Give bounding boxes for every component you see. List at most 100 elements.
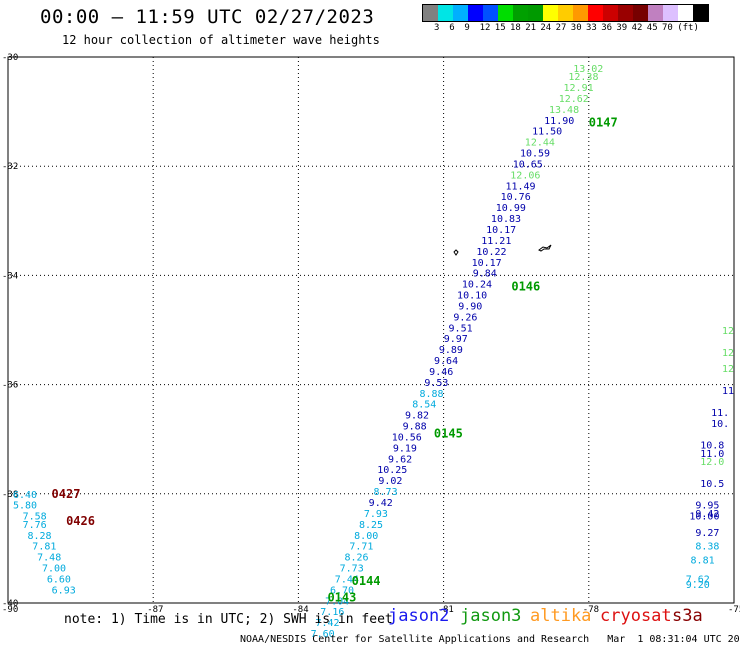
pass-labels: 0147 0146 0145 0144 0143 0427 0426 xyxy=(52,116,618,605)
legend-label: 45 xyxy=(646,23,658,33)
swh-value: 9.46 xyxy=(429,367,453,378)
map-grid xyxy=(7,56,735,604)
satellite-cryosat: cryosat xyxy=(600,606,672,626)
footnote: note: 1) Time is in UTC; 2) SWH is in fe… xyxy=(64,612,393,627)
island-large xyxy=(538,244,552,252)
swh-value: 8.54 xyxy=(412,400,436,411)
swh-value: 10.17 xyxy=(486,225,516,236)
swh-value: 9.51 xyxy=(449,323,473,334)
swh-value: 9.88 xyxy=(403,422,427,433)
swh-value: 11.49 xyxy=(505,181,535,192)
wave-height-legend: 3 6 9 12 15 18 21 24 27 30 33 36 39 42 45 70 (ft) xyxy=(422,4,709,33)
swh-value: 9.42 xyxy=(695,509,719,520)
map-frame xyxy=(7,56,735,604)
swh-value: 10.8 xyxy=(700,441,724,452)
swh-value: 11.21 xyxy=(481,236,511,247)
swh-value: 7.73 xyxy=(340,564,364,575)
legend-swatch xyxy=(513,5,528,21)
swh-value: 10.25 xyxy=(377,465,407,476)
satellite-jason2: jason2 xyxy=(388,606,450,626)
swh-value: 7.62 xyxy=(686,574,710,585)
legend-label: 15 xyxy=(494,23,506,33)
swh-value: 12.91 xyxy=(564,83,594,94)
lat-label: -38 xyxy=(2,490,18,500)
legend-swatch xyxy=(483,5,498,21)
legend-swatch xyxy=(633,5,648,21)
legend-label: 12 xyxy=(479,23,491,33)
pass-time-label: 0143 xyxy=(327,591,356,605)
swh-value: 9.20 xyxy=(686,580,710,591)
map-subtitle: 12 hour collection of altimeter wave hei… xyxy=(62,33,380,47)
swh-value: 10.59 xyxy=(520,149,550,160)
swh-value: 8.81 xyxy=(691,555,715,566)
swh-value: 8.00 xyxy=(354,531,378,542)
swh-value: 8.73 xyxy=(374,487,398,498)
legend-label: (ft) xyxy=(677,23,699,33)
swh-value: 12.62 xyxy=(559,94,589,105)
island-small xyxy=(453,249,459,256)
swh-value: 5.80 xyxy=(13,501,37,512)
legend-label: 42 xyxy=(631,23,643,33)
swh-value: 9.90 xyxy=(458,301,482,312)
swh-value: 9.02 xyxy=(378,476,402,487)
swh-value: 13.02 xyxy=(573,64,603,75)
satellite-s3a: s3a xyxy=(672,606,703,626)
swh-value: 9.53 xyxy=(424,378,448,389)
pass-time-label: 0426 xyxy=(66,514,95,528)
swh-value: 10.56 xyxy=(392,432,422,443)
swh-value: 10.10 xyxy=(457,291,487,302)
swh-value: 8.26 xyxy=(344,553,368,564)
legend-swatch xyxy=(693,5,708,21)
swh-value: 8.28 xyxy=(27,531,51,542)
swh-value: 8.88 xyxy=(420,389,444,400)
swh-value: 9.42 xyxy=(369,498,393,509)
swh-value: 11 xyxy=(722,386,734,397)
swh-value: 9.27 xyxy=(695,528,719,539)
legend-swatch xyxy=(543,5,558,21)
legend-label: 3 xyxy=(434,23,440,33)
swh-value: 7.58 xyxy=(23,512,47,523)
swh-value: 8.25 xyxy=(359,520,383,531)
swh-value: 10.99 xyxy=(496,203,526,214)
legend-swatch xyxy=(603,5,618,21)
legend-swatch xyxy=(453,5,468,21)
swh-value: 7.60 xyxy=(311,629,335,640)
legend-swatch xyxy=(468,5,483,21)
swh-value: 10.83 xyxy=(491,214,521,225)
swh-value: 10.76 xyxy=(501,192,531,203)
swh-value: 9.97 xyxy=(444,334,468,345)
swh-value: 12 xyxy=(722,364,734,375)
legend-label: 36 xyxy=(601,23,613,33)
map-title: 00:00 – 11:59 UTC 02/27/2023 xyxy=(40,6,375,28)
swh-value: 7.16 xyxy=(320,607,344,618)
legend-swatch xyxy=(678,5,693,21)
pass-time-label: 0427 xyxy=(52,487,81,501)
legend-color-bar xyxy=(422,4,709,22)
legend-swatch xyxy=(648,5,663,21)
swh-value: 10.17 xyxy=(472,258,502,269)
lat-label: -36 xyxy=(2,381,18,391)
swh-value: 12 xyxy=(722,348,734,359)
lon-label: -84 xyxy=(292,605,308,615)
swh-value: 6.93 xyxy=(52,585,76,596)
swh-value: 10.24 xyxy=(462,280,492,291)
legend-label: 30 xyxy=(570,23,582,33)
swh-value: 12.0 xyxy=(700,457,724,468)
swh-value: 12 xyxy=(722,326,734,337)
swh-value: 7.44 xyxy=(335,574,359,585)
legend-label: 39 xyxy=(616,23,628,33)
swh-value: 6.70 xyxy=(330,585,354,596)
legend-label: 6 xyxy=(449,23,455,33)
lat-label: -30 xyxy=(2,53,18,63)
map-axis-labels: -30 -32 -34 -36 -38 -40-90 -87 -84 -81 -78 -75 xyxy=(2,53,740,615)
swh-value: 9.82 xyxy=(405,411,429,422)
legend-label: 18 xyxy=(510,23,521,33)
lat-label: -34 xyxy=(2,271,18,281)
legend-label: 21 xyxy=(525,23,537,33)
swh-value: 8.38 xyxy=(695,542,719,553)
legend-swatch xyxy=(663,5,678,21)
swh-value: 7.04 xyxy=(325,596,349,607)
lon-label: -81 xyxy=(438,605,454,615)
legend-label: 9 xyxy=(464,23,470,33)
